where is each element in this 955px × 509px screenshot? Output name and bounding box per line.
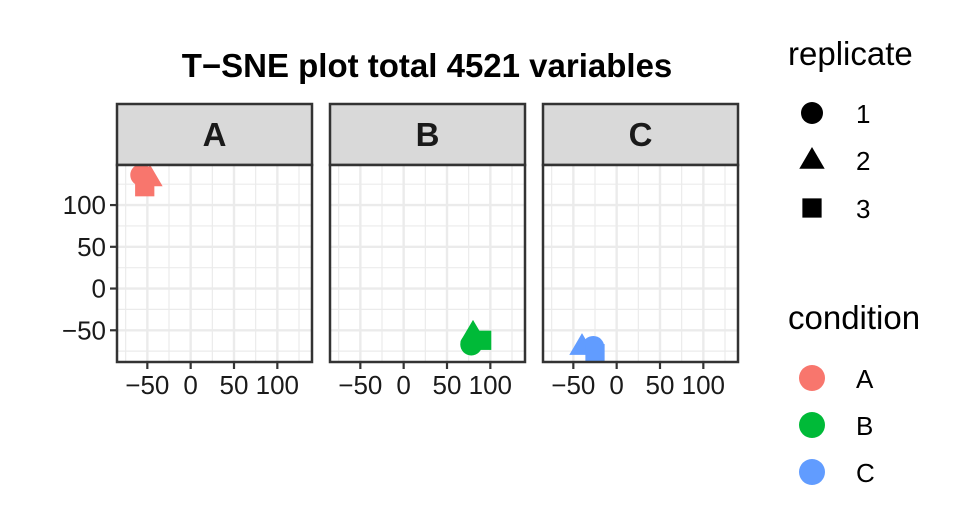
legend-label-replicate-2: 2 bbox=[856, 146, 870, 176]
data-point-C-rep3 bbox=[585, 344, 604, 363]
legend-key-condition-C bbox=[799, 459, 825, 485]
legend-key-replicate-3 bbox=[802, 198, 821, 217]
facet-strip-label-A: A bbox=[203, 116, 227, 153]
x-tick-label: 0 bbox=[609, 370, 623, 400]
legend-label-condition-C: C bbox=[856, 458, 875, 488]
legend-key-condition-A bbox=[799, 365, 825, 391]
legend-label-condition-A: A bbox=[856, 364, 874, 394]
y-tick-label: 100 bbox=[63, 190, 106, 220]
chart-title: T−SNE plot total 4521 variables bbox=[182, 47, 673, 84]
x-tick-label: 0 bbox=[396, 370, 410, 400]
facet-panel-B: B −50 0 50 100 bbox=[330, 104, 525, 400]
x-tick-label: 100 bbox=[256, 370, 299, 400]
data-point-B-rep3 bbox=[472, 331, 491, 350]
x-tick-label: −50 bbox=[125, 370, 169, 400]
legends: replicate 1 2 3 condition ABC bbox=[788, 35, 920, 488]
legend-replicate-items: 1 2 3 bbox=[799, 99, 870, 224]
x-tick-label: 100 bbox=[469, 370, 512, 400]
y-tick-label: 0 bbox=[92, 274, 106, 304]
x-tick-label: −50 bbox=[338, 370, 382, 400]
legend-key-condition-B bbox=[799, 412, 825, 438]
legend-key-replicate-2 bbox=[799, 147, 824, 169]
legend-label-replicate-1: 1 bbox=[856, 99, 870, 129]
x-tick-label: 50 bbox=[220, 370, 249, 400]
y-axis: −50 0 50 100 bbox=[62, 190, 117, 345]
x-tick-label: 50 bbox=[433, 370, 462, 400]
data-point-A-rep3 bbox=[135, 177, 154, 196]
y-tick-label: 50 bbox=[77, 232, 106, 262]
x-tick-label: 100 bbox=[682, 370, 725, 400]
facet-panel-A: A −50 0 50 100 bbox=[117, 104, 312, 400]
legend-title-replicate: replicate bbox=[788, 35, 913, 72]
facet-panel-C: C −50 0 50 100 bbox=[543, 104, 738, 400]
x-tick-label: 0 bbox=[183, 370, 197, 400]
legend-condition-items: ABC bbox=[799, 364, 875, 488]
y-tick-label: −50 bbox=[62, 315, 106, 345]
legend-title-condition: condition bbox=[788, 299, 920, 336]
legend-label-replicate-3: 3 bbox=[856, 194, 870, 224]
legend-label-condition-B: B bbox=[856, 411, 873, 441]
x-tick-label: 50 bbox=[646, 370, 675, 400]
facet-strip-label-C: C bbox=[629, 116, 653, 153]
x-tick-label: −50 bbox=[551, 370, 595, 400]
facet-strip-label-B: B bbox=[416, 116, 440, 153]
legend-key-replicate-1 bbox=[801, 102, 823, 124]
